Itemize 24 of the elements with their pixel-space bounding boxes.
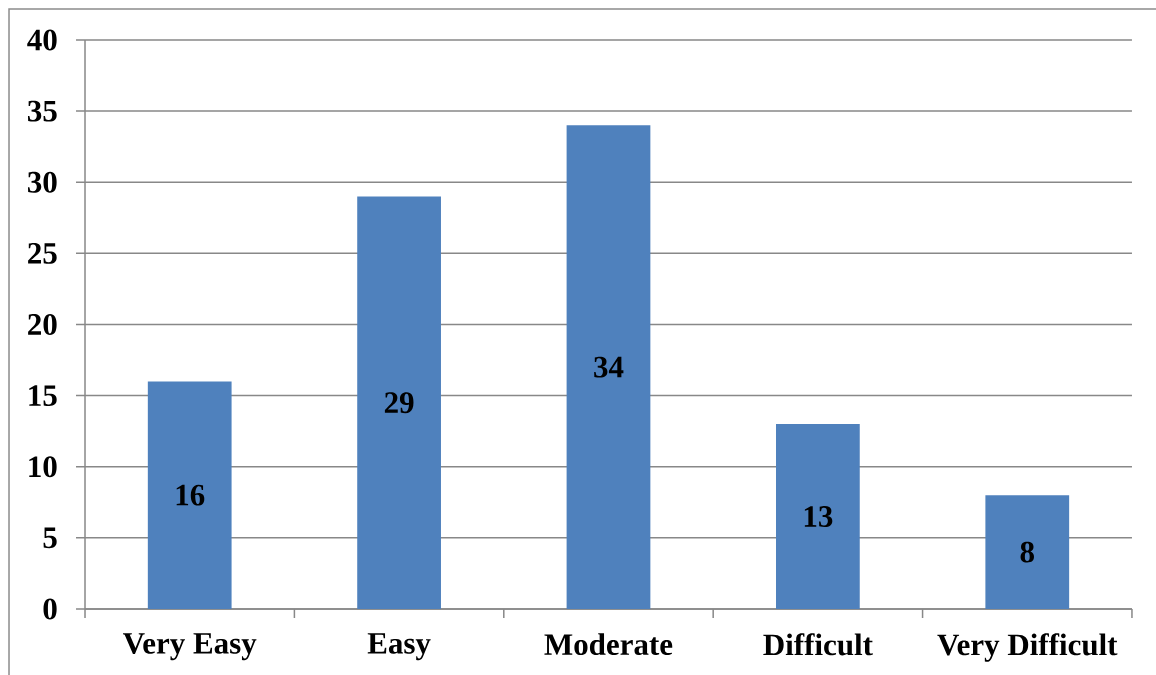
bar <box>985 495 1070 609</box>
data-label: 16 <box>176 484 205 506</box>
x-tick-label: Difficult <box>763 633 873 656</box>
data-label: 8 <box>1020 541 1034 563</box>
y-tick-label: 25 <box>28 242 57 264</box>
y-tick-label: 15 <box>29 385 57 406</box>
y-tick-label: 40 <box>27 29 57 51</box>
data-label: 34 <box>594 356 624 378</box>
y-tick-label: 0 <box>43 598 57 620</box>
bar <box>776 424 860 609</box>
x-tick-label: Moderate <box>544 633 673 655</box>
bar <box>566 125 651 609</box>
y-tick-label: 30 <box>27 171 57 193</box>
data-label: 29 <box>384 392 414 414</box>
y-tick-label: 20 <box>28 314 57 335</box>
x-tick-label: Easy <box>367 633 431 661</box>
bar <box>357 196 441 609</box>
y-tick-label: 5 <box>43 527 57 549</box>
data-label: 13 <box>804 506 833 527</box>
x-tick-label: Very Difficult <box>937 633 1118 662</box>
x-tick-label: Very Easy <box>123 633 257 661</box>
y-tick-label: 10 <box>29 456 57 478</box>
y-tick-label: 35 <box>27 100 57 122</box>
bar <box>147 381 232 609</box>
